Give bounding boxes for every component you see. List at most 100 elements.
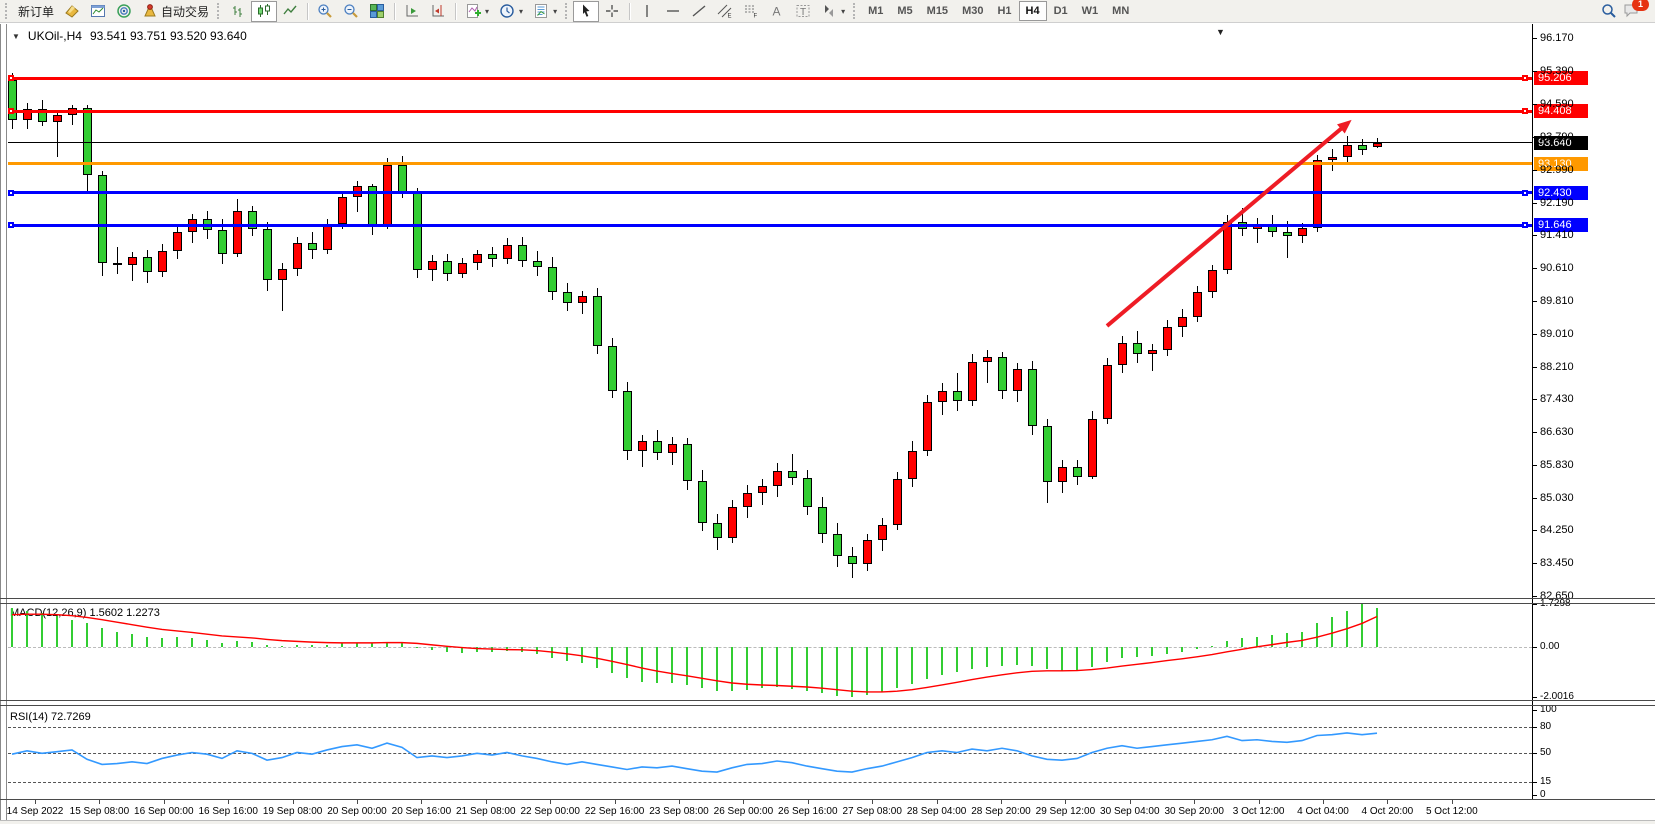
line-handle-left[interactable] bbox=[8, 222, 14, 229]
tile-windows-button[interactable] bbox=[364, 1, 390, 22]
zoom-out-button[interactable] bbox=[338, 1, 364, 22]
arrows-tool-button[interactable]: ▾ bbox=[816, 1, 850, 22]
line-handle-left[interactable] bbox=[8, 75, 14, 82]
price-tick-mark bbox=[1532, 431, 1537, 433]
bullish-candle bbox=[757, 486, 767, 493]
indicators-dropdown-caret[interactable]: ▾ bbox=[485, 6, 490, 16]
periods-button[interactable]: ▾ bbox=[494, 1, 528, 22]
text-icon: A bbox=[773, 5, 781, 19]
line-handle-left[interactable] bbox=[8, 189, 14, 196]
new-order-button[interactable]: 新订单 bbox=[13, 1, 59, 22]
line-handle-right[interactable] bbox=[1522, 75, 1528, 82]
line-handle-right[interactable] bbox=[1522, 108, 1528, 115]
timeframe-m15-button[interactable]: M15 bbox=[926, 5, 949, 17]
fibonacci-tool-button[interactable]: F bbox=[738, 1, 764, 22]
date-tick-mark bbox=[679, 799, 680, 804]
toolbar-grip[interactable] bbox=[217, 3, 222, 19]
timeframe-m1-button[interactable]: M1 bbox=[868, 5, 884, 17]
bullish-candle bbox=[1057, 467, 1067, 482]
bullish-candle bbox=[337, 197, 347, 224]
text-tool-button[interactable]: A bbox=[764, 1, 790, 22]
search-icon[interactable] bbox=[1601, 3, 1617, 19]
zoom-in-button[interactable] bbox=[312, 1, 338, 22]
bearish-candle bbox=[562, 292, 572, 304]
templates-dropdown-caret[interactable]: ▾ bbox=[553, 6, 558, 16]
trendline-tool-button[interactable] bbox=[686, 1, 712, 22]
price-tick-mark bbox=[1532, 530, 1537, 532]
horizontal-line-object[interactable] bbox=[8, 191, 1532, 195]
date-axis-line[interactable] bbox=[0, 799, 1655, 800]
timeframe-h4-button[interactable]: H4 bbox=[1018, 1, 1047, 21]
timeframe-mn-button[interactable]: MN bbox=[1112, 5, 1130, 17]
line-chart-button[interactable] bbox=[277, 1, 303, 22]
toolbar-grip[interactable] bbox=[565, 3, 570, 19]
new-chart-button[interactable] bbox=[85, 1, 111, 22]
chart-shift-marker-icon[interactable]: ▼ bbox=[1216, 27, 1225, 37]
candle-wick bbox=[71, 105, 73, 125]
candlestick-chart-button[interactable] bbox=[251, 0, 278, 22]
macd-histogram-bar bbox=[521, 647, 523, 652]
price-axis-flag: 92.430 bbox=[1534, 185, 1588, 200]
arrows-dropdown-caret[interactable]: ▾ bbox=[841, 6, 846, 16]
bearish-candle bbox=[952, 391, 962, 401]
auto-scroll-button[interactable] bbox=[399, 1, 425, 22]
notifications-button[interactable]: 1 bbox=[1623, 0, 1649, 20]
metaeditor-button[interactable] bbox=[59, 1, 85, 22]
chart-shift-button[interactable] bbox=[425, 1, 451, 22]
chart-window[interactable]: ▼ UKOil-,H4 93.541 93.751 93.520 93.640 … bbox=[0, 24, 1655, 824]
toolbar-grip[interactable] bbox=[5, 3, 10, 19]
line-handle-right[interactable] bbox=[1522, 222, 1528, 229]
bar-chart-button[interactable] bbox=[225, 1, 251, 22]
date-tick-label: 16 Sep 00:00 bbox=[134, 806, 194, 817]
price-axis-line[interactable] bbox=[1532, 24, 1533, 799]
horizontal-line-object[interactable] bbox=[8, 162, 1532, 166]
price-tick-label: 95.390 bbox=[1540, 64, 1574, 77]
timeframe-w1-button[interactable]: W1 bbox=[1081, 5, 1099, 17]
templates-button[interactable]: ▾ bbox=[528, 1, 562, 22]
crosshair-tool-button[interactable] bbox=[599, 1, 625, 22]
panel-splitter[interactable] bbox=[0, 603, 1655, 604]
toolbar-right-group: 1 bbox=[1601, 0, 1653, 20]
toolbar-grip[interactable] bbox=[853, 3, 858, 19]
arrows-icon bbox=[825, 5, 834, 17]
equidistant-channel-tool-button[interactable]: E bbox=[712, 1, 738, 22]
macd-histogram-bar bbox=[476, 647, 478, 653]
timeframe-m30-button[interactable]: M30 bbox=[962, 5, 984, 17]
horizontal-line-object[interactable] bbox=[8, 109, 1532, 113]
timeframe-m5-button[interactable]: M5 bbox=[897, 5, 913, 17]
bearish-candle bbox=[997, 356, 1007, 392]
price-axis-flag: 93.640 bbox=[1534, 135, 1588, 150]
chart-menu-marker-icon[interactable]: ▼ bbox=[12, 31, 20, 41]
price-tick-label: 96.170 bbox=[1540, 32, 1574, 45]
timeframe-d1-button[interactable]: D1 bbox=[1053, 5, 1068, 17]
panel-splitter[interactable] bbox=[0, 699, 1655, 701]
line-handle-right[interactable] bbox=[1522, 189, 1528, 196]
timeframe-h1-button[interactable]: H1 bbox=[997, 5, 1012, 17]
text-label-tool-button[interactable]: T bbox=[790, 1, 816, 22]
cursor-tool-button[interactable] bbox=[573, 0, 600, 22]
autotrading-button[interactable]: 自动交易 bbox=[137, 1, 214, 22]
current-price-line[interactable] bbox=[8, 142, 1532, 144]
bullish-candle bbox=[982, 356, 992, 363]
macd-histogram-bar bbox=[341, 643, 343, 648]
panel-splitter[interactable] bbox=[0, 597, 1655, 599]
horizontal-line-object[interactable] bbox=[8, 223, 1532, 227]
bullish-candle bbox=[907, 450, 917, 480]
panel-splitter[interactable] bbox=[0, 705, 1655, 706]
periods-dropdown-caret[interactable]: ▾ bbox=[519, 6, 524, 16]
window-left-splitter[interactable] bbox=[6, 24, 7, 824]
date-tick-label: 3 Oct 12:00 bbox=[1232, 806, 1285, 817]
bearish-candle bbox=[787, 471, 797, 478]
alerts-button[interactable] bbox=[111, 1, 137, 22]
text-label-icon: T bbox=[796, 5, 810, 18]
horizontal-line-object[interactable] bbox=[8, 76, 1532, 80]
trend-arrow-head[interactable] bbox=[1337, 119, 1352, 134]
horizontal-line-tool-button[interactable] bbox=[660, 1, 686, 22]
line-handle-left[interactable] bbox=[8, 108, 14, 115]
indicators-button[interactable]: ▾ bbox=[460, 1, 494, 22]
date-tick-label: 29 Sep 12:00 bbox=[1035, 806, 1096, 817]
vertical-line-tool-button[interactable] bbox=[634, 1, 660, 22]
chart-title-bar: ▼ UKOil-,H4 93.541 93.751 93.520 93.640 bbox=[12, 29, 247, 43]
rsi-level-line-50 bbox=[8, 752, 1532, 754]
